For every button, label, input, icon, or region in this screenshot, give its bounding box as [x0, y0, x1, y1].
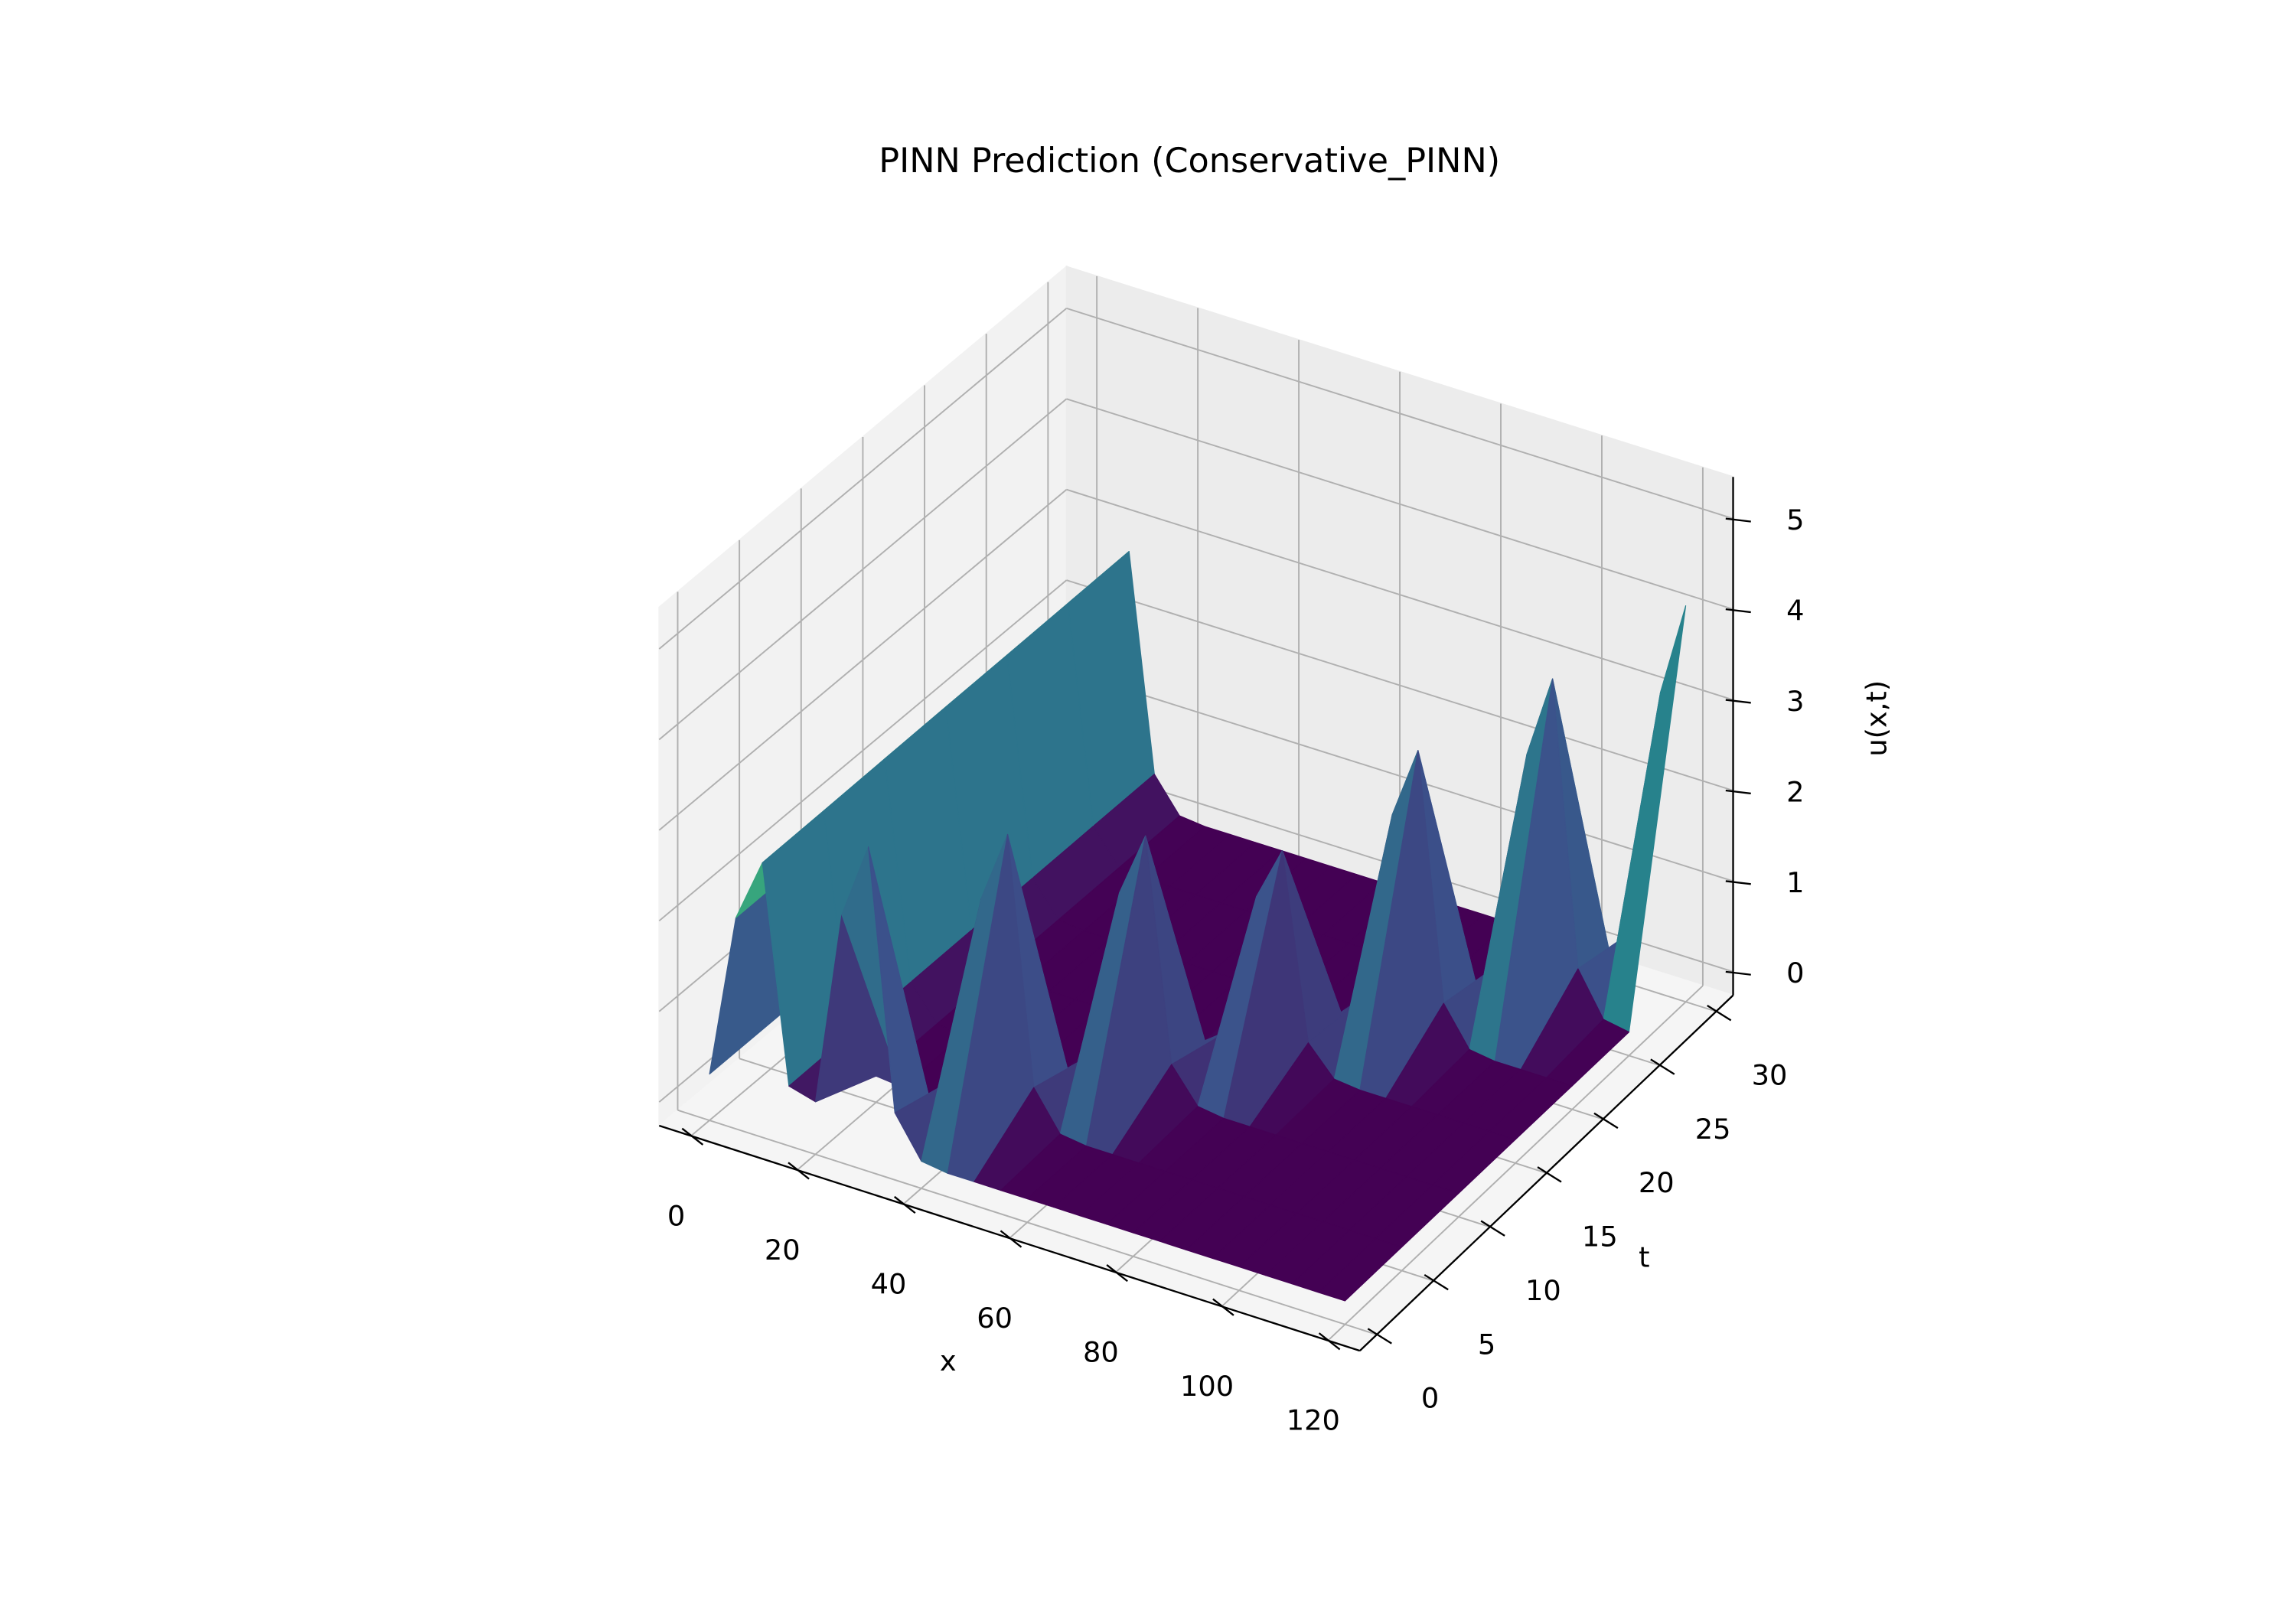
y-tick-label: 5 — [1478, 1328, 1495, 1361]
y-tick-label: 10 — [1525, 1274, 1561, 1307]
z-tick-label: 3 — [1786, 685, 1804, 718]
grid-line — [1066, 398, 1733, 611]
grid-line — [658, 488, 1068, 831]
tick-mark — [1593, 1112, 1619, 1129]
grid-line — [677, 1109, 1378, 1335]
grid-line — [1066, 579, 1733, 791]
tick-mark — [1318, 1332, 1341, 1351]
tick-mark — [1480, 1220, 1505, 1237]
y-axis-label: t — [1639, 1241, 1649, 1274]
x-tick-label: 40 — [871, 1267, 907, 1300]
y-tick-label: 25 — [1695, 1113, 1731, 1146]
y-tick-label: 0 — [1421, 1382, 1439, 1415]
tick-mark — [893, 1195, 916, 1214]
tick-mark — [1106, 1264, 1128, 1283]
grid-line — [658, 398, 1068, 741]
tick-mark — [1725, 880, 1751, 885]
z-tick-label: 2 — [1786, 775, 1804, 808]
y-tick-label: 20 — [1639, 1166, 1675, 1199]
grid-line — [1066, 670, 1733, 882]
z-tick-label: 4 — [1786, 595, 1804, 627]
x-axis-label: x — [940, 1345, 957, 1377]
tick-mark — [1212, 1298, 1234, 1316]
y-tick-label: 15 — [1582, 1221, 1618, 1253]
z-axis-label: u(x,t) — [1861, 680, 1893, 757]
tick-mark — [1725, 517, 1751, 523]
x-tick-label: 60 — [977, 1302, 1013, 1335]
tick-mark — [1650, 1058, 1675, 1075]
tick-mark — [1725, 789, 1751, 795]
tick-mark — [1537, 1166, 1562, 1183]
tick-mark — [1000, 1230, 1022, 1248]
grid-line — [1066, 307, 1733, 520]
chart-title: PINN Prediction (Conservative_PINN) — [879, 142, 1500, 181]
tick-mark — [1725, 699, 1751, 704]
tick-mark — [788, 1162, 810, 1180]
y-tick-label: 30 — [1752, 1058, 1788, 1091]
surface-cell — [1318, 1238, 1403, 1302]
x-tick-label: 80 — [1083, 1336, 1119, 1369]
grid-line — [658, 308, 1068, 650]
z-tick-label: 0 — [1786, 957, 1804, 989]
tick-mark — [1367, 1328, 1392, 1345]
z-tick-label: 1 — [1786, 866, 1804, 899]
x-tick-label: 120 — [1287, 1404, 1340, 1437]
z-tick-label: 5 — [1786, 504, 1804, 536]
tick-mark — [1707, 1005, 1732, 1022]
tick-mark — [1424, 1273, 1449, 1291]
tick-mark — [681, 1127, 704, 1146]
grid-line — [1066, 488, 1733, 701]
tick-mark — [1725, 970, 1751, 976]
grid-line — [658, 579, 1068, 922]
tick-mark — [1725, 608, 1751, 614]
x-tick-label: 0 — [667, 1199, 685, 1232]
x-tick-label: 100 — [1180, 1370, 1234, 1403]
x-tick-label: 20 — [765, 1234, 801, 1266]
